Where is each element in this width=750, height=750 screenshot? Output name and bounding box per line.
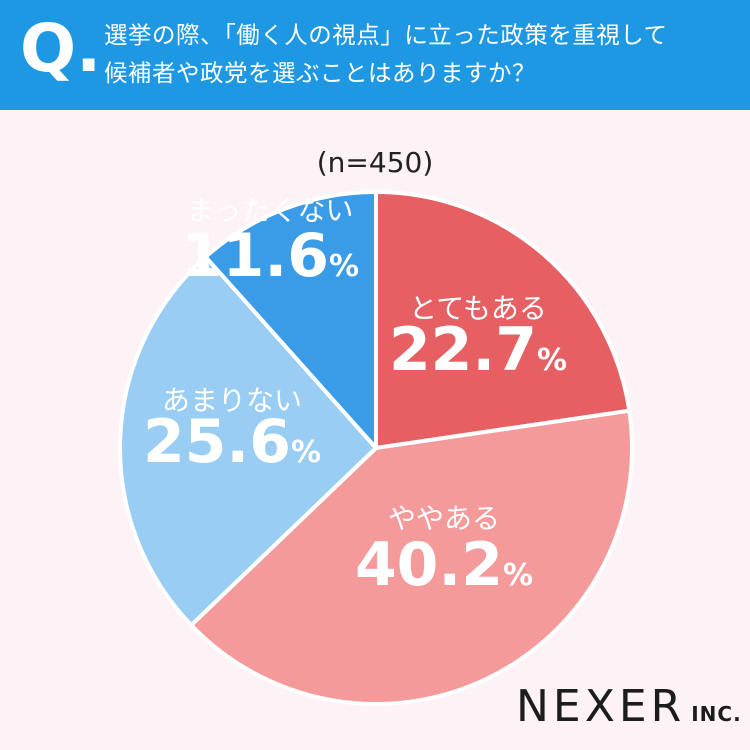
question-line-2: 候補者や政党を選ぶことはありますか？ <box>104 59 536 87</box>
pie-slice-totemo-aru <box>374 190 632 450</box>
slice-value-yaya-aru: 40.2% <box>355 530 533 600</box>
slice-label-yaya-aru: ややある <box>388 502 500 535</box>
slice-label-mattaku-nai: まったくない <box>187 194 354 227</box>
logo-sub-text: INC. <box>691 702 742 726</box>
pie-slice-yaya-aru <box>189 408 634 706</box>
slice-label-totemo-aru: とてもある <box>409 292 547 325</box>
nexer-logo: NEXER INC. <box>516 685 742 729</box>
question-marker: Q. <box>20 10 102 87</box>
question-line-1: 選挙の際、「働く人の視点」に立った政策を重視して <box>104 21 668 49</box>
question-text: 選挙の際、「働く人の視点」に立った政策を重視して 候補者や政党を選ぶことはありま… <box>104 16 736 92</box>
pie-slice-mattaku-nai <box>203 190 378 450</box>
pie-slice-amari-nai <box>118 254 378 628</box>
sample-size-label: (n=450) <box>316 146 434 179</box>
slice-value-mattaku-nai: 11.6% <box>181 221 359 291</box>
question-header: Q. 選挙の際、「働く人の視点」に立った政策を重視して 候補者や政党を選ぶことは… <box>0 0 750 110</box>
slice-value-amari-nai: 25.6% <box>143 407 321 477</box>
logo-main-text: NEXER <box>516 681 686 732</box>
slice-label-amari-nai: あまりない <box>162 384 302 417</box>
slice-value-totemo-aru: 22.7% <box>389 315 567 385</box>
